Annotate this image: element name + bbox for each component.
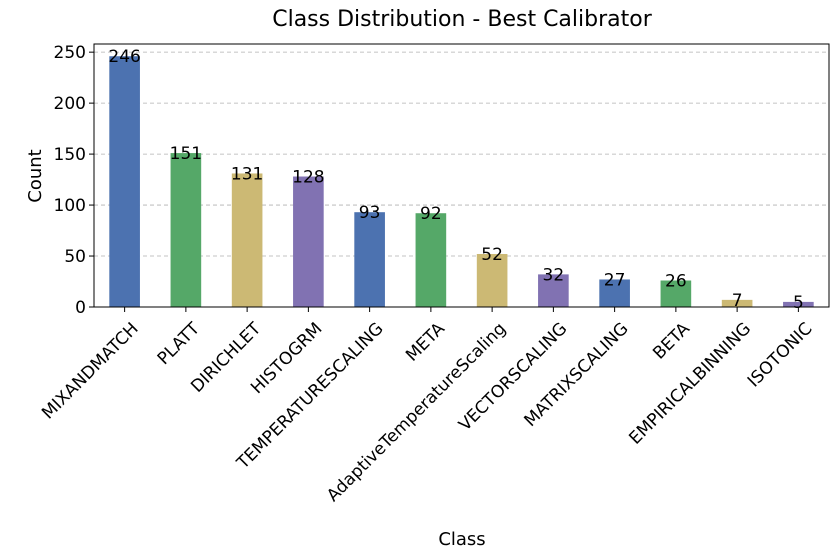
x-axis-label: Class xyxy=(438,529,485,550)
y-tick-label: 150 xyxy=(54,145,86,165)
chart-title: Class Distribution - Best Calibrator xyxy=(272,7,652,32)
y-axis-ticks: 0 50 100 150 200 250 xyxy=(54,43,94,318)
y-tick-label: 100 xyxy=(54,196,86,216)
x-axis-ticks: MIXANDMATCH PLATTDIRICHLETHISTOGRMTEMPERA… xyxy=(38,307,816,506)
bar xyxy=(170,153,202,307)
data-label: 5 xyxy=(793,293,804,313)
x-tick-label: VECTORSCALING xyxy=(455,319,571,435)
y-tick-label: 200 xyxy=(54,94,86,114)
x-tick-label: EMPIRICALBINNING xyxy=(625,319,755,449)
data-label: 7 xyxy=(732,291,743,311)
data-label: 92 xyxy=(420,204,442,224)
plot-frame xyxy=(93,43,830,308)
x-tick-label: ISOTONIC xyxy=(744,319,817,392)
data-label: 52 xyxy=(481,245,503,265)
data-label: 246 xyxy=(108,47,140,67)
data-label: 32 xyxy=(543,265,565,285)
data-label: 128 xyxy=(292,168,324,188)
x-tick-label: BETA xyxy=(649,319,694,364)
x-tick-label: PLATT xyxy=(154,318,205,369)
bar xyxy=(538,274,569,307)
y-tick-label: 50 xyxy=(64,247,86,267)
x-tick-label: MIXANDMATCH xyxy=(38,319,143,424)
x-tick-label: META xyxy=(402,319,449,366)
bar xyxy=(415,213,447,307)
bar xyxy=(599,279,630,307)
y-axis-label: Count xyxy=(25,149,46,202)
bar xyxy=(109,56,140,307)
bar xyxy=(293,176,324,307)
data-label: 151 xyxy=(170,144,202,164)
y-tick-label: 0 xyxy=(75,298,86,318)
x-tick-label: MATRIXSCALING xyxy=(521,319,633,431)
bar xyxy=(231,173,263,307)
data-labels: 246 151 131 128 93 92 52 32 27 26 7 5 xyxy=(108,47,803,313)
data-label: 27 xyxy=(604,270,626,290)
bar xyxy=(354,212,385,307)
bar xyxy=(783,301,814,307)
data-label: 26 xyxy=(665,271,687,291)
data-label: 131 xyxy=(231,164,263,184)
grid-lines xyxy=(94,51,829,257)
bar xyxy=(660,280,692,307)
bar xyxy=(721,299,753,307)
data-label: 93 xyxy=(359,203,381,223)
bar xyxy=(476,253,508,307)
y-tick-label: 250 xyxy=(54,43,86,63)
bars xyxy=(109,56,814,307)
